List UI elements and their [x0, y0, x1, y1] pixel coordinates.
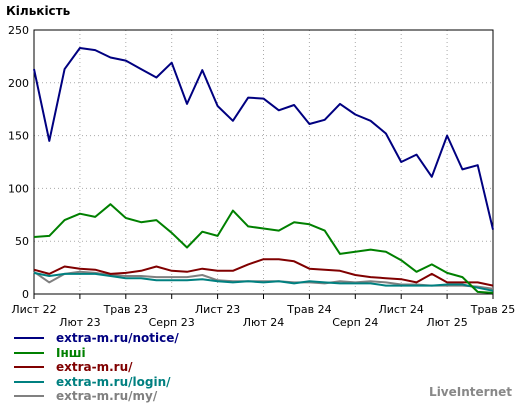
series-line [33, 258, 494, 287]
y-tick-label: 100 [8, 182, 29, 195]
legend-label: extra-m.ru/login/ [56, 374, 171, 389]
legend-item: Інші [14, 346, 179, 361]
brand-label: LiveInternet [429, 385, 512, 399]
legend-swatch [14, 366, 44, 369]
x-tick-label: Лист 23 [195, 303, 240, 316]
legend-item: extra-m.ru/login/ [14, 375, 179, 390]
y-tick-label: 50 [15, 235, 29, 248]
y-tick-label: 200 [8, 77, 29, 90]
legend-label: extra-m.ru/notice/ [56, 331, 179, 346]
x-tick-label: Серп 23 [149, 316, 195, 329]
legend: extra-m.ru/notice/Інші extra-m.ru/extra-m… [14, 331, 179, 404]
y-axis: 0 50 100 150 200 250 [8, 24, 29, 301]
x-tick-label: Лист 24 [379, 303, 424, 316]
x-tick-label: Трав 24 [286, 303, 331, 316]
series-line [33, 47, 494, 230]
legend-item: extra-m.ru/ [14, 360, 179, 375]
x-tick-label: Серп 24 [332, 316, 378, 329]
legend-item: extra-m.ru/my/ [14, 389, 179, 404]
x-tick-label: Лют 24 [243, 316, 284, 329]
x-tick-label: Лют 25 [426, 316, 467, 329]
series-line [33, 203, 494, 294]
y-tick-label: 0 [22, 288, 29, 301]
legend-label: extra-m.ru/ [56, 360, 133, 375]
legend-swatch [14, 351, 44, 354]
y-tick-label: 150 [8, 130, 29, 143]
series-lines [33, 47, 494, 294]
series-line [33, 271, 494, 292]
y-axis-label: Кількість [6, 4, 71, 18]
legend-swatch [14, 380, 44, 383]
chart-grid [34, 30, 493, 294]
legend-item: extra-m.ru/notice/ [14, 331, 179, 346]
legend-swatch [14, 337, 44, 340]
x-tick-label: Лют 23 [59, 316, 100, 329]
x-tick-label: Трав 25 [470, 303, 515, 316]
legend-label: Інші [56, 345, 86, 360]
x-tick-label: Лист 22 [11, 303, 56, 316]
legend-label: extra-m.ru/my/ [56, 389, 158, 404]
x-tick-label: Трав 23 [103, 303, 148, 316]
legend-swatch [14, 395, 44, 398]
y-tick-label: 250 [8, 24, 29, 37]
